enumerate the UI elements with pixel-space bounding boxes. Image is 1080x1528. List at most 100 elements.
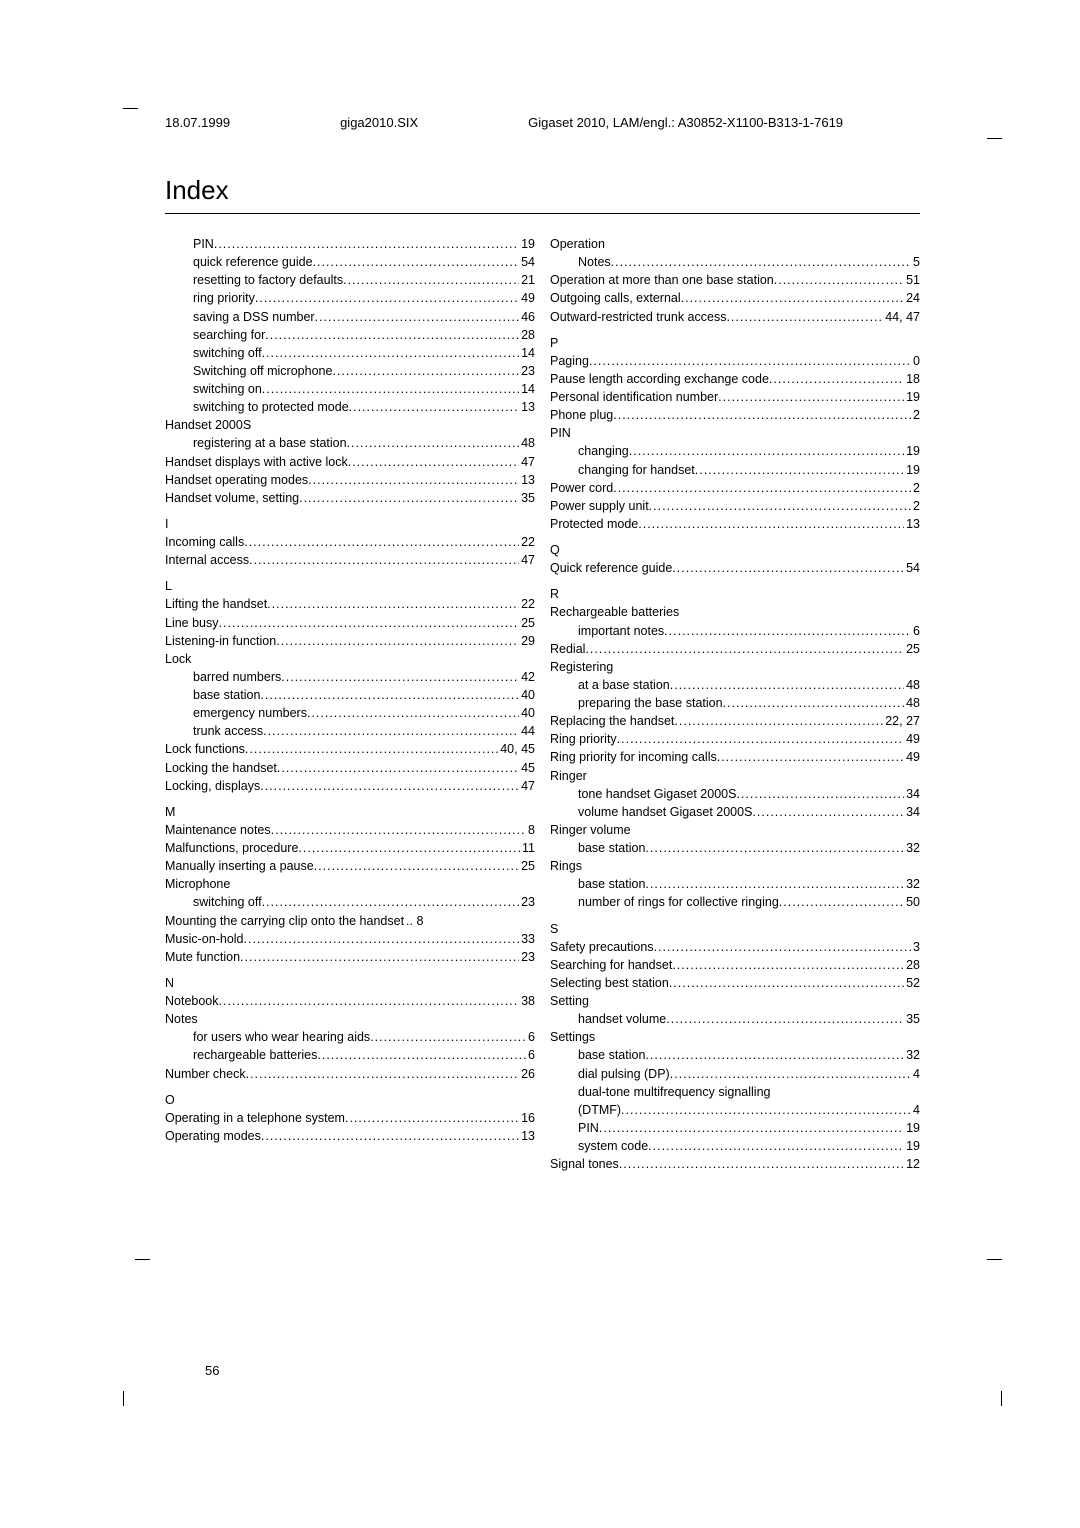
index-entry: Operating modes 13: [165, 1127, 535, 1145]
index-entry-page: 22: [519, 595, 535, 613]
index-entry-page: 32: [904, 875, 920, 893]
index-entry: Locking, displays 47: [165, 777, 535, 795]
index-entry-dots: [666, 1010, 904, 1028]
index-entry: handset volume 35: [550, 1010, 920, 1028]
index-entry-label: changing: [578, 442, 629, 460]
index-entry: Lock functions 40, 45: [165, 740, 535, 758]
index-entry: switching on 14: [165, 380, 535, 398]
index-entry: Lifting the handset 22: [165, 595, 535, 613]
index-entry: base station 32: [550, 1046, 920, 1064]
index-entry: base station 40: [165, 686, 535, 704]
index-entry-label: Operating modes: [165, 1127, 261, 1145]
index-entry-dots: [308, 471, 519, 489]
index-entry-page: 25: [519, 614, 535, 632]
index-entry-dots: [669, 974, 904, 992]
index-entry-label: for users who wear hearing aids: [193, 1028, 370, 1046]
index-entry-label: Ringer: [550, 767, 587, 785]
index-entry: PIN: [550, 424, 920, 442]
index-entry-label: searching for: [193, 326, 265, 344]
index-entry-dots: [752, 803, 904, 821]
index-entry-dots: [681, 289, 904, 307]
index-entry-dots: [613, 479, 911, 497]
index-entry-page: 48: [519, 434, 535, 452]
page-number: 56: [205, 1363, 219, 1378]
index-entry-label: dial pulsing (DP): [578, 1065, 670, 1083]
index-entry-page: 49: [904, 730, 920, 748]
index-entry-label: Handset operating modes: [165, 471, 308, 489]
index-entry: Redial 25: [550, 640, 920, 658]
index-entry-page: 19: [904, 442, 920, 460]
index-entry: volume handset Gigaset 2000S 34: [550, 803, 920, 821]
index-entry: saving a DSS number 46: [165, 308, 535, 326]
index-entry: Ring priority for incoming calls 49: [550, 748, 920, 766]
index-entry-page: 19: [904, 388, 920, 406]
index-section-letter: N: [165, 974, 535, 992]
index-entry-label: Ring priority: [550, 730, 617, 748]
index-entry-label: Mute function: [165, 948, 240, 966]
index-entry-dots: [726, 308, 883, 326]
index-entry-label: Registering: [550, 658, 613, 676]
index-entry: PIN 19: [165, 235, 535, 253]
index-entry-label: rechargeable batteries: [193, 1046, 317, 1064]
index-entry-label: Lifting the handset: [165, 595, 267, 613]
index-entry-dots: [370, 1028, 526, 1046]
index-entry-label: Outgoing calls, external: [550, 289, 681, 307]
index-entry-label: Outward-restricted trunk access: [550, 308, 726, 326]
index-section-letter: M: [165, 803, 535, 821]
index-entry: Settings: [550, 1028, 920, 1046]
index-entry-dots: [649, 497, 911, 515]
index-entry: Pause length according exchange code 18: [550, 370, 920, 388]
index-entry: Rechargeable batteries: [550, 603, 920, 621]
index-entry-label: switching to protected mode: [193, 398, 349, 416]
index-entry-label: Rings: [550, 857, 582, 875]
index-entry-label: PIN: [578, 1119, 599, 1137]
index-entry: searching for 28: [165, 326, 535, 344]
index-entry-page: 34: [904, 803, 920, 821]
index-entry-page: .. 8: [404, 912, 423, 930]
index-entry-label: base station: [578, 875, 645, 893]
index-entry-dots: [214, 235, 519, 253]
index-entry-page: 32: [904, 1046, 920, 1064]
index-entry-dots: [267, 595, 519, 613]
index-entry-page: 6: [526, 1046, 535, 1064]
index-entry-label: Power supply unit: [550, 497, 649, 515]
index-entry-page: 2: [911, 479, 920, 497]
index-entry-label: Safety precautions: [550, 938, 654, 956]
crop-mark: [987, 138, 1002, 139]
index-entry-label: Handset displays with active lock: [165, 453, 348, 471]
index-entry-page: 19: [904, 1137, 920, 1155]
index-entry-dots: [672, 956, 904, 974]
index-entry-dots: [349, 398, 519, 416]
index-entry-dots: [695, 461, 904, 479]
index-entry: Internal access 47: [165, 551, 535, 569]
index-entry-dots: [307, 704, 519, 722]
index-entry-dots: [246, 1065, 520, 1083]
index-entry: dial pulsing (DP) 4: [550, 1065, 920, 1083]
page-header: 18.07.1999 giga2010.SIX Gigaset 2010, LA…: [165, 115, 980, 130]
index-left-column: PIN 19quick reference guide 54resetting …: [165, 235, 535, 1173]
index-entry: barred numbers 42: [165, 668, 535, 686]
index-entry-dots: [265, 326, 519, 344]
index-entry-dots: [315, 308, 520, 326]
index-entry: Notes 5: [550, 253, 920, 271]
index-entry: Malfunctions, procedure 11: [165, 839, 535, 857]
index-entry-label: Line busy: [165, 614, 219, 632]
index-entry-label: Operation at more than one base station: [550, 271, 774, 289]
index-entry-label: Maintenance notes: [165, 821, 271, 839]
index-entry: Setting: [550, 992, 920, 1010]
index-entry-page: 24: [904, 289, 920, 307]
index-entry-dots: [779, 893, 904, 911]
index-entry-page: 6: [911, 622, 920, 640]
index-entry: rechargeable batteries 6: [165, 1046, 535, 1064]
index-entry-dots: [261, 1127, 519, 1145]
index-entry-page: 52: [904, 974, 920, 992]
index-entry: Lock: [165, 650, 535, 668]
index-entry: Protected mode 13: [550, 515, 920, 533]
index-entry: Outward-restricted trunk access 44, 47: [550, 308, 920, 326]
index-entry-label: quick reference guide: [193, 253, 313, 271]
index-entry-label: Music-on-hold: [165, 930, 244, 948]
index-entry-label: Incoming calls: [165, 533, 244, 551]
index-entry-dots: [599, 1119, 904, 1137]
index-entry-dots: [774, 271, 904, 289]
index-columns: PIN 19quick reference guide 54resetting …: [165, 235, 920, 1173]
